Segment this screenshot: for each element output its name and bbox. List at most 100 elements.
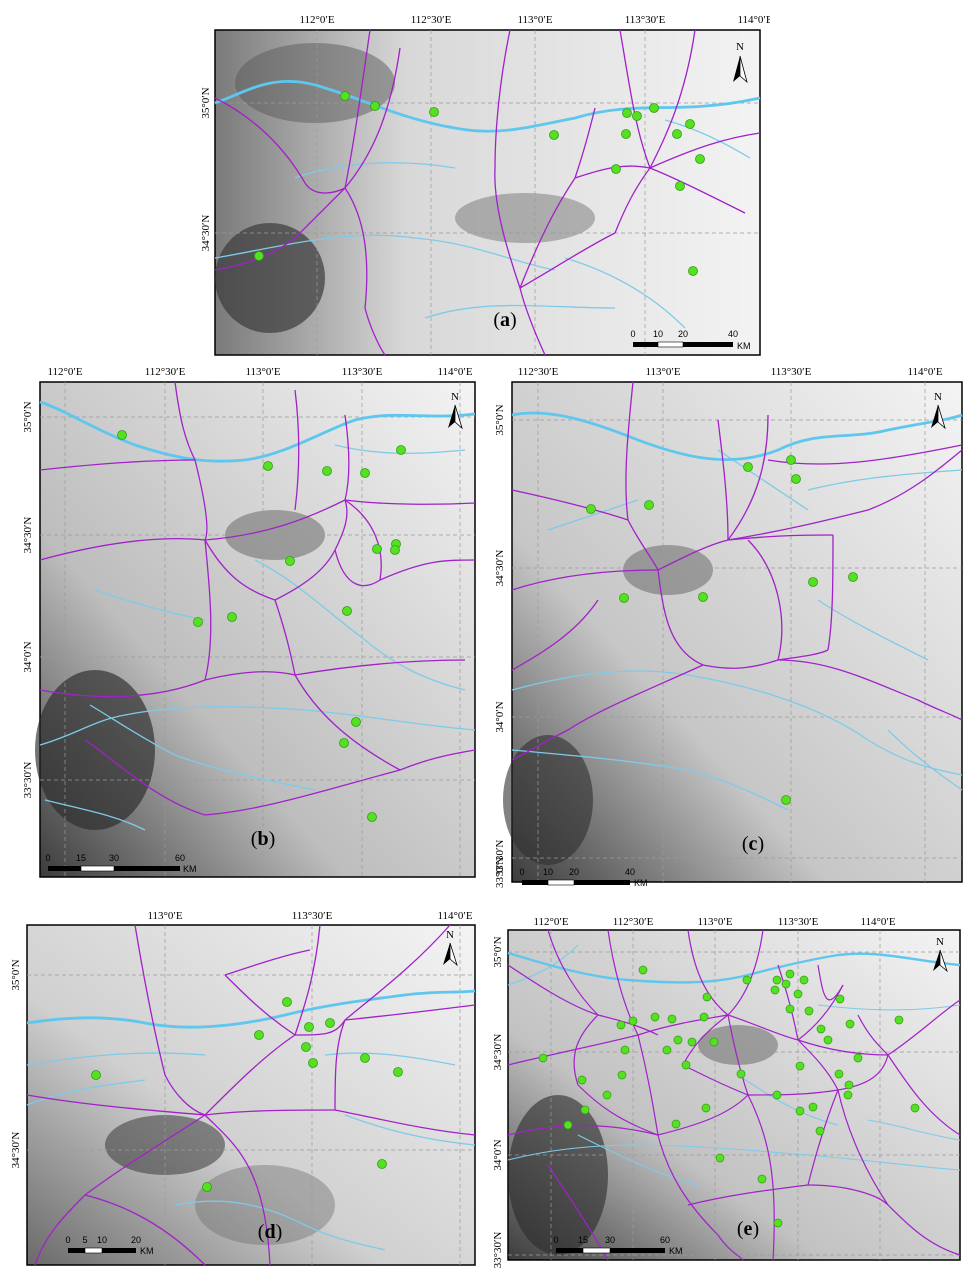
map-point [621,129,631,139]
map-point [638,965,648,975]
scale-unit: KM [183,864,197,874]
scale-tick: 10 [543,867,553,877]
map-point [772,1090,782,1100]
scale-tick: 0 [45,853,50,863]
map-point [622,108,632,118]
map-panel-b: 112°0′E 112°30′E 113°0′E 113°30′E 114°0′… [5,360,480,885]
map-point [672,129,682,139]
map-point [628,1016,638,1026]
tick-label: 112°0′E [299,14,334,26]
grid-lines [40,382,475,877]
tick-label: 34°30′N [492,1034,504,1071]
map-point [698,592,708,602]
map-point [702,992,712,1002]
scale-tick: 0 [553,1235,558,1245]
terrain-dark [215,223,325,333]
north-arrow: N [933,936,948,973]
tick-label: 33°30′N [22,762,34,799]
tick-label: 114°0′E [737,14,770,26]
map-point [577,1075,587,1085]
map-panel-a: 112°0′E 112°30′E 113°0′E 113°30′E 114°0′… [195,8,770,358]
tick-label: 34°0′N [494,701,506,732]
north-arrow: N [733,41,748,84]
map-point [843,1090,853,1100]
map-point [325,1018,335,1028]
map-point [602,1090,612,1100]
map-panel-c: 112°30′E 113°0′E 113°30′E 114°0′E 35°0′N… [488,360,966,890]
scale-tick: 0 [65,1235,70,1245]
map-point [685,119,695,129]
roads [511,381,963,761]
map-point [429,107,439,117]
map-point [695,154,705,164]
map-point [263,461,273,471]
scale-unit: KM [737,341,751,351]
map-point [611,164,621,174]
map-point [848,572,858,582]
north-label: N [451,391,459,403]
map-a-svg: 112°0′E 112°30′E 113°0′E 113°30′E 114°0′… [200,14,770,356]
map-point [743,462,753,472]
map-d-svg: 113°0′E 113°30′E 114°0′E 35°0′N 34°30′N … [10,910,476,1266]
map-point [393,1067,403,1077]
map-e-svg: 112°0′E 112°30′E 113°0′E 113°30′E 114°0′… [492,916,961,1269]
map-point [742,975,752,985]
tick-label: 34°30′N [200,215,212,252]
map-point [799,975,809,985]
map-point [844,1080,854,1090]
map-panel-d: 113°0′E 113°30′E 114°0′E 35°0′N 34°30′N … [5,905,480,1275]
map-point [377,1159,387,1169]
points [254,91,705,276]
tick-label: 113°0′E [147,910,182,922]
map-point [351,717,361,727]
map-point [845,1019,855,1029]
tick-label: 112°30′E [518,366,559,378]
north-arrow: N [448,391,463,430]
scale-unit: KM [669,1246,683,1256]
tick-label: 113°0′E [645,366,680,378]
scale-unit: KM [140,1246,154,1256]
tick-label: 113°30′E [342,366,383,378]
map-point [617,1070,627,1080]
north-arrow: N [931,391,946,430]
map-point [586,504,596,514]
tick-label: 34°0′N [22,641,34,672]
map-point [853,1053,863,1063]
map-point [649,103,659,113]
map-point [715,1153,725,1163]
terrain-dark [195,1165,335,1245]
scale-tick: 40 [728,329,738,339]
map-point [910,1103,920,1113]
map-point [390,545,400,555]
map-point [340,91,350,101]
map-point [254,251,264,261]
map-point [709,1037,719,1047]
north-label: N [934,391,942,403]
map-point [681,1060,691,1070]
main-river [214,79,761,133]
map-point [367,812,377,822]
map-point [193,617,203,627]
scale-tick: 60 [660,1235,670,1245]
terrain-dark [508,1095,608,1255]
tick-label: 112°30′E [613,916,654,928]
map-point [632,111,642,121]
map-frame [26,924,476,1266]
tick-label: 33°30′N [492,1232,504,1269]
scale-tick: 20 [678,329,688,339]
scale-tick: 20 [131,1235,141,1245]
scale-tick: 10 [653,329,663,339]
map-c-svg: 112°30′E 113°0′E 113°30′E 114°0′E 35°0′N… [494,366,963,888]
tick-label: 35°0′N [494,404,506,435]
terrain-dark [35,670,155,830]
rivers [214,119,751,329]
scale-bar: 0 15 30 60 KM [45,853,196,874]
map-b-svg: 112°0′E 112°30′E 113°0′E 113°30′E 114°0′… [22,366,476,878]
rivers [511,449,963,811]
map-point [804,1006,814,1016]
points [538,965,920,1228]
map-point [757,1174,767,1184]
map-point [791,474,801,484]
tick-label: 35°0′N [10,959,22,990]
tick-label: 113°30′E [771,366,812,378]
